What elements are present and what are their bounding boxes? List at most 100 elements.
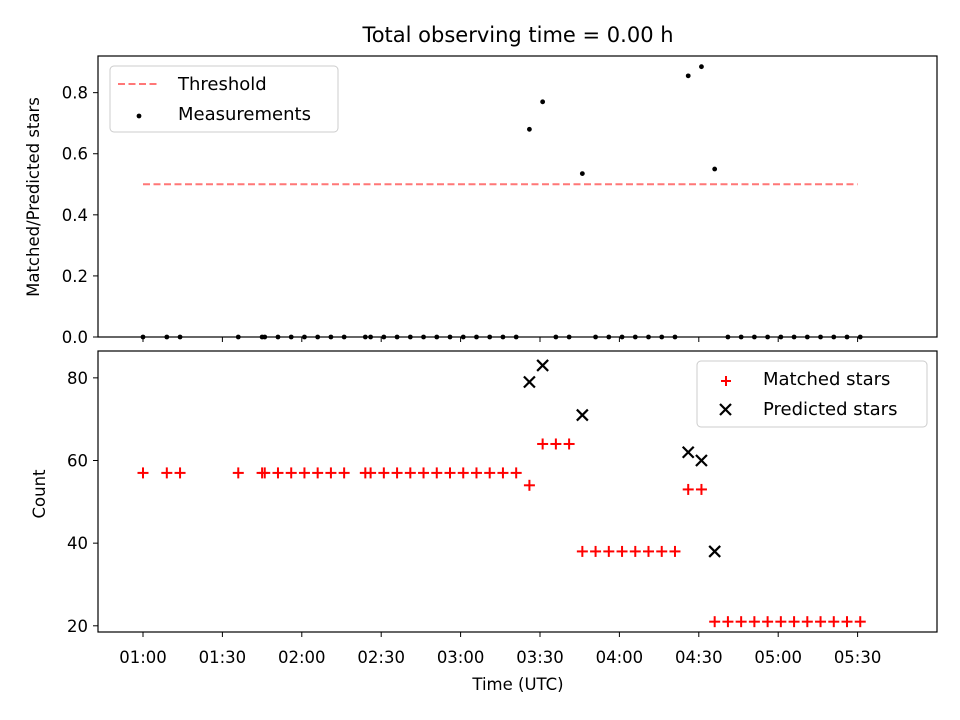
matched-star-marker <box>137 467 149 479</box>
predicted-star-marker <box>536 359 549 372</box>
x-axis-label: Time (UTC) <box>471 675 563 694</box>
matched-star-marker <box>272 467 284 479</box>
matched-star-marker <box>418 467 430 479</box>
bottom-y-tick-label: 80 <box>67 369 88 388</box>
x-tick-label: 01:00 <box>119 648 167 667</box>
bottom-y-tick-label: 40 <box>67 534 88 553</box>
matched-star-marker <box>735 616 747 628</box>
matched-star-marker <box>484 467 496 479</box>
matched-star-marker <box>563 438 575 450</box>
chart-title: Total observing time = 0.00 h <box>361 23 673 47</box>
x-axis: 01:00 01:30 02:00 02:30 03:00 03:30 04:00 04:30… <box>119 632 881 667</box>
measurement-point <box>540 99 546 105</box>
bottom-y-tick-label: 20 <box>67 617 88 636</box>
top-legend-box <box>109 65 339 133</box>
top-panel: 0.00.20.40.60.8 Matched/Predicted stars … <box>24 55 938 347</box>
matched-star-marker <box>338 467 350 479</box>
predicted-legend-label: Predicted stars <box>763 399 897 420</box>
bottom-legend: Matched stars Predicted stars <box>696 360 928 428</box>
matched-legend-label: Matched stars <box>763 369 890 390</box>
matched-star-marker <box>616 545 628 557</box>
predicted-star-marker <box>695 454 708 467</box>
measurements-legend-label: Measurements <box>178 104 311 125</box>
matched-star-marker <box>537 438 549 450</box>
x-tick-label: 02:30 <box>357 648 405 667</box>
x-tick-label: 04:00 <box>596 648 644 667</box>
top-y-tick-label: 0.2 <box>62 267 88 286</box>
x-tick-label: 03:30 <box>516 648 564 667</box>
x-tick-label: 04:30 <box>675 648 723 667</box>
matched-star-marker <box>682 483 694 495</box>
matched-star-marker <box>801 616 813 628</box>
top-y-axis-label: Matched/Predicted stars <box>24 97 43 297</box>
predicted-star-stroke <box>708 545 721 558</box>
x-tick-label: 03:00 <box>437 648 485 667</box>
matched-star-marker <box>576 545 588 557</box>
matched-star-marker <box>497 467 509 479</box>
measurement-point <box>527 126 532 132</box>
matched-star-marker <box>603 545 615 557</box>
matched-star-marker <box>431 467 443 479</box>
matched-star-marker <box>378 467 390 479</box>
matched-star-marker <box>470 467 482 479</box>
matched-star-marker <box>709 616 721 628</box>
predicted-star-stroke <box>681 445 695 459</box>
matched-star-marker <box>762 616 774 628</box>
bottom-plot-area <box>137 359 866 628</box>
top-axes-frame <box>97 55 938 338</box>
top-x-axis-ticks <box>142 337 859 342</box>
measurements-legend-marker <box>136 113 142 119</box>
matched-star-marker <box>854 616 866 628</box>
matched-star-marker <box>232 467 244 479</box>
predicted-star-marker <box>681 445 695 459</box>
x-tick-label: 05:00 <box>754 648 802 667</box>
matched-star-marker <box>643 545 655 557</box>
bottom-legend-box <box>696 360 928 428</box>
matched-star-marker <box>590 545 602 557</box>
matched-star-marker <box>285 467 297 479</box>
matched-legend-marker <box>721 376 731 386</box>
measurement-point <box>699 64 704 70</box>
matched-star-marker <box>174 467 186 479</box>
matched-star-marker <box>828 616 840 628</box>
matched-star-marker <box>669 545 681 557</box>
top-y-tick-label: 0.0 <box>62 328 88 347</box>
top-y-axis: 0.0 0.2 0.4 0.6 0.8 <box>62 84 98 347</box>
matched-star-marker <box>523 479 535 491</box>
matched-star-marker <box>457 467 469 479</box>
x-tick-label: 05:30 <box>834 648 882 667</box>
matched-star-marker <box>550 438 562 450</box>
top-y-tick-label: 0.4 <box>62 206 88 225</box>
matched-star-marker <box>815 616 827 628</box>
matched-star-marker <box>298 467 310 479</box>
matched-star-marker <box>775 616 787 628</box>
matched-star-marker <box>312 467 324 479</box>
measurement-point <box>712 166 718 172</box>
predicted-star-stroke <box>695 454 708 467</box>
x-tick-label: 01:30 <box>199 648 247 667</box>
matched-star-marker <box>788 616 800 628</box>
predicted-star-marker <box>523 375 536 389</box>
matched-star-marker <box>722 616 734 628</box>
matched-star-marker <box>404 467 416 479</box>
top-y-tick-label: 0.6 <box>62 145 88 164</box>
x-tick-label: 02:00 <box>278 648 326 667</box>
matched-star-marker <box>629 545 641 557</box>
matched-star-marker <box>510 467 522 479</box>
matched-star-marker <box>444 467 456 479</box>
predicted-star-marker <box>576 408 589 422</box>
bottom-y-axis: 20 40 60 80 <box>67 369 98 636</box>
measurement-point <box>685 73 691 79</box>
predicted-legend-marker <box>719 403 732 416</box>
threshold-legend-label: Threshold <box>177 74 267 95</box>
bottom-y-axis-label: Count <box>30 469 49 519</box>
matched-star-marker <box>259 467 271 479</box>
matched-star-marker <box>325 467 337 479</box>
predicted-star-stroke <box>536 359 549 372</box>
predicted-star-stroke <box>576 408 589 422</box>
measurement-point <box>579 171 585 176</box>
matched-star-marker <box>748 616 760 628</box>
bottom-axes-frame <box>97 350 938 633</box>
